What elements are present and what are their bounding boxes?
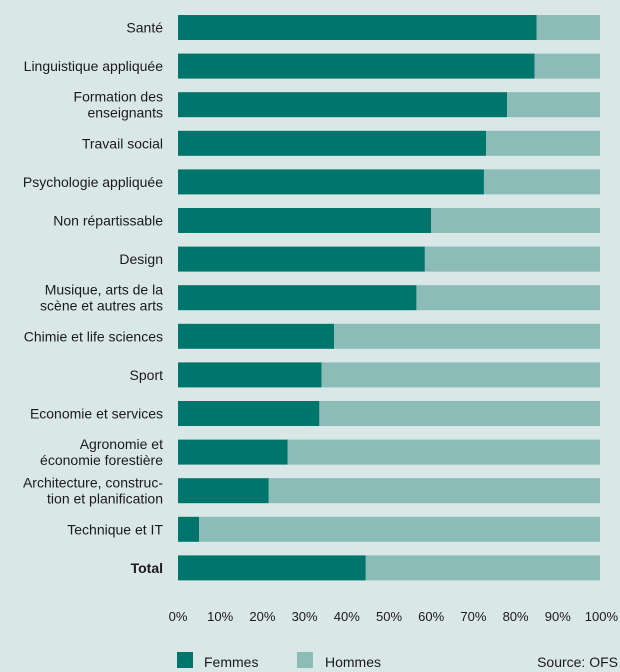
bar-femmes-architecture-construc-tion-et-planification (178, 478, 269, 504)
bar-hommes-non-repartissable (431, 208, 600, 233)
x-tick-label: 50% (376, 609, 402, 624)
category-label-line: économie forestière (40, 452, 163, 468)
x-axis-ticks: 0% 10% 20% 30% 40% 50% 60% 70% 80% 90% 100% (169, 609, 619, 624)
bar-femmes-sante (178, 15, 537, 40)
category-label-line: Sport (130, 367, 164, 383)
category-label-linguistique-appliquee: Linguistique appliquée (24, 58, 164, 74)
category-label-formation-des-enseignants: Formation des enseignants (74, 89, 163, 121)
category-label-line: Psychologie appliquée (23, 174, 163, 190)
x-tick-label: 60% (418, 609, 444, 624)
bar-femmes-non-repartissable (178, 208, 432, 233)
category-label-sport: Sport (130, 367, 164, 383)
category-label-line: Santé (126, 20, 163, 36)
bar-femmes-psychologie-appliquee (178, 169, 484, 195)
category-label-musique-arts-de-la-scene-et-autres-arts: Musique, arts de la scène et autres arts (40, 282, 163, 314)
bar-femmes-linguistique-appliquee (178, 53, 535, 79)
category-label-agronomie-et-economie-forestiere: Agronomie et économie forestière (40, 436, 163, 468)
bar-hommes-design (424, 246, 600, 272)
bar-hommes-chimie-et-life-sciences (334, 323, 600, 349)
bar-hommes-total (365, 555, 600, 581)
bar-hommes-economie-et-services (319, 401, 600, 426)
bar-femmes-total (178, 555, 366, 581)
legend: Femmes Hommes (177, 652, 381, 670)
category-label-line: Musique, arts de la (45, 282, 163, 298)
bar-femmes-sport (178, 362, 322, 388)
bar-hommes-formation-des-enseignants (507, 92, 600, 118)
category-label-line: Total (131, 560, 163, 576)
category-label-architecture-construc-tion-et-planification: Architecture, construc-tion et planifica… (23, 475, 163, 507)
bar-hommes-linguistique-appliquee (534, 53, 600, 79)
bar-hommes-sante (536, 15, 600, 40)
x-tick-label: 100% (585, 609, 619, 624)
category-label-sante: Santé (126, 20, 163, 36)
category-label-line: Economie et services (30, 406, 163, 422)
category-label-total: Total (131, 560, 163, 576)
x-tick-label: 20% (249, 609, 275, 624)
x-tick-label: 40% (334, 609, 360, 624)
x-tick-label: 70% (460, 609, 486, 624)
bar-femmes-design (178, 246, 425, 272)
x-tick-label: 90% (545, 609, 571, 624)
category-label-line: Formation des (74, 89, 163, 105)
bar-femmes-travail-social (178, 130, 487, 156)
bar-femmes-technique-et-it (178, 516, 200, 542)
bar-hommes-travail-social (486, 130, 600, 156)
category-label-psychologie-appliquee: Psychologie appliquée (23, 174, 163, 190)
category-label-line: Chimie et life sciences (24, 328, 163, 344)
category-label-chimie-et-life-sciences: Chimie et life sciences (24, 328, 163, 344)
legend-swatch-femmes (177, 652, 193, 668)
category-label-technique-et-it: Technique et IT (67, 521, 163, 537)
bar-hommes-sport (321, 362, 600, 388)
bar-femmes-chimie-et-life-sciences (178, 323, 335, 349)
x-tick-label: 0% (169, 609, 188, 624)
category-label-line: Travail social (82, 135, 163, 151)
category-label-line: Linguistique appliquée (24, 58, 164, 74)
category-label-line: Non répartissable (53, 213, 163, 229)
legend-swatch-hommes (297, 652, 313, 668)
category-label-line: Design (119, 251, 163, 267)
category-label-line: Architecture, construc- (23, 475, 163, 491)
bar-femmes-agronomie-et-economie-forestiere (178, 439, 288, 465)
category-label-line: enseignants (87, 105, 163, 121)
legend-label-hommes: Hommes (325, 654, 381, 670)
category-label-non-repartissable: Non répartissable (53, 213, 163, 229)
x-tick-label: 10% (207, 609, 233, 624)
bars-layer (178, 15, 600, 581)
x-tick-label: 80% (503, 609, 529, 624)
category-label-economie-et-services: Economie et services (30, 406, 163, 422)
bar-hommes-architecture-construc-tion-et-planification (268, 478, 600, 504)
category-label-line: Technique et IT (67, 521, 163, 537)
category-label-line: Agronomie et (80, 436, 163, 452)
source-note: Source: OFS (537, 654, 618, 670)
bar-hommes-technique-et-it (199, 516, 600, 542)
category-label-design: Design (119, 251, 163, 267)
category-label-line: scène et autres arts (40, 298, 163, 314)
bar-femmes-musique-arts-de-la-scene-et-autres-arts (178, 285, 417, 311)
bar-hommes-agronomie-et-economie-forestiere (287, 439, 600, 465)
category-labels: Santé Linguistique appliquée Formation des… (23, 20, 164, 576)
legend-label-femmes: Femmes (204, 654, 258, 670)
category-label-travail-social: Travail social (82, 135, 163, 151)
x-tick-label: 30% (292, 609, 318, 624)
bar-hommes-musique-arts-de-la-scene-et-autres-arts (416, 285, 600, 311)
bar-femmes-formation-des-enseignants (178, 92, 508, 118)
category-label-line: tion et planification (47, 491, 163, 507)
bar-hommes-psychologie-appliquee (483, 169, 600, 195)
bar-femmes-economie-et-services (178, 401, 320, 426)
